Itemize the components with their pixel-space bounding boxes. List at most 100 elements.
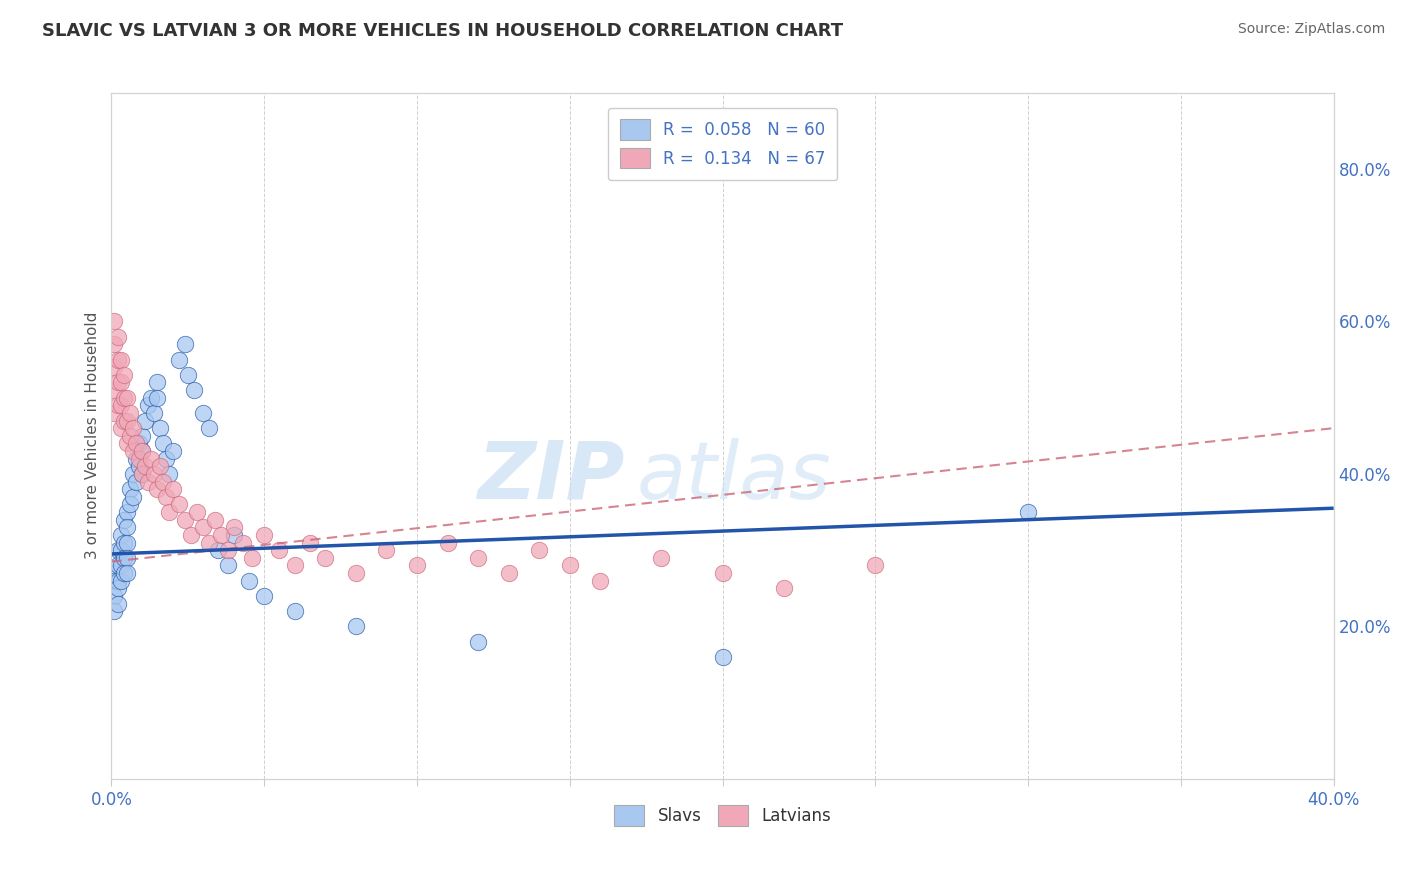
Point <box>167 497 190 511</box>
Point <box>131 467 153 481</box>
Point <box>110 376 132 390</box>
Point <box>527 543 550 558</box>
Point <box>128 451 150 466</box>
Point <box>125 475 148 489</box>
Point <box>118 429 141 443</box>
Point <box>198 421 221 435</box>
Point <box>103 566 125 580</box>
Point <box>217 543 239 558</box>
Point <box>375 543 398 558</box>
Point <box>558 558 581 573</box>
Point <box>253 528 276 542</box>
Point <box>238 574 260 588</box>
Point <box>107 581 129 595</box>
Point <box>467 634 489 648</box>
Point <box>118 482 141 496</box>
Point <box>112 535 135 549</box>
Point <box>139 451 162 466</box>
Point <box>131 467 153 481</box>
Text: ZIP: ZIP <box>478 438 624 516</box>
Point <box>204 513 226 527</box>
Point <box>167 352 190 367</box>
Point <box>112 566 135 580</box>
Point <box>125 451 148 466</box>
Point <box>107 543 129 558</box>
Y-axis label: 3 or more Vehicles in Household: 3 or more Vehicles in Household <box>86 312 100 559</box>
Point <box>498 566 520 580</box>
Point <box>146 391 169 405</box>
Point <box>103 314 125 328</box>
Point <box>107 558 129 573</box>
Point <box>162 444 184 458</box>
Point <box>115 550 138 565</box>
Point <box>131 444 153 458</box>
Point <box>284 604 307 618</box>
Point <box>198 535 221 549</box>
Point <box>136 398 159 412</box>
Point <box>121 421 143 435</box>
Point <box>143 406 166 420</box>
Point <box>110 558 132 573</box>
Point <box>467 550 489 565</box>
Point <box>162 482 184 496</box>
Text: SLAVIC VS LATVIAN 3 OR MORE VEHICLES IN HOUSEHOLD CORRELATION CHART: SLAVIC VS LATVIAN 3 OR MORE VEHICLES IN … <box>42 22 844 40</box>
Point <box>115 413 138 427</box>
Legend: Slavs, Latvians: Slavs, Latvians <box>607 798 838 832</box>
Point <box>134 459 156 474</box>
Point <box>121 444 143 458</box>
Point <box>299 535 322 549</box>
Point <box>155 451 177 466</box>
Point <box>232 535 254 549</box>
Point <box>115 535 138 549</box>
Point <box>110 398 132 412</box>
Point <box>344 566 367 580</box>
Point <box>191 406 214 420</box>
Point <box>103 604 125 618</box>
Point <box>110 543 132 558</box>
Point <box>173 513 195 527</box>
Point <box>711 649 734 664</box>
Point <box>103 337 125 351</box>
Point <box>115 391 138 405</box>
Point <box>125 436 148 450</box>
Point <box>115 566 138 580</box>
Point <box>112 550 135 565</box>
Point <box>207 543 229 558</box>
Point <box>143 467 166 481</box>
Point <box>110 528 132 542</box>
Point <box>180 528 202 542</box>
Point <box>107 329 129 343</box>
Point <box>269 543 291 558</box>
Point <box>128 436 150 450</box>
Point <box>253 589 276 603</box>
Point <box>115 520 138 534</box>
Point <box>159 505 181 519</box>
Point <box>112 413 135 427</box>
Point <box>103 383 125 397</box>
Point <box>191 520 214 534</box>
Point <box>314 550 336 565</box>
Point <box>107 352 129 367</box>
Point <box>103 574 125 588</box>
Point <box>107 597 129 611</box>
Point <box>222 520 245 534</box>
Point <box>865 558 887 573</box>
Point <box>103 589 125 603</box>
Point <box>146 376 169 390</box>
Point <box>772 581 794 595</box>
Point <box>152 436 174 450</box>
Point <box>115 505 138 519</box>
Point <box>186 505 208 519</box>
Point <box>436 535 458 549</box>
Point <box>118 406 141 420</box>
Point <box>107 398 129 412</box>
Point <box>344 619 367 633</box>
Point <box>152 475 174 489</box>
Point <box>121 467 143 481</box>
Point <box>209 528 232 542</box>
Point <box>159 467 181 481</box>
Point <box>115 436 138 450</box>
Point <box>1017 505 1039 519</box>
Point <box>149 459 172 474</box>
Point <box>240 550 263 565</box>
